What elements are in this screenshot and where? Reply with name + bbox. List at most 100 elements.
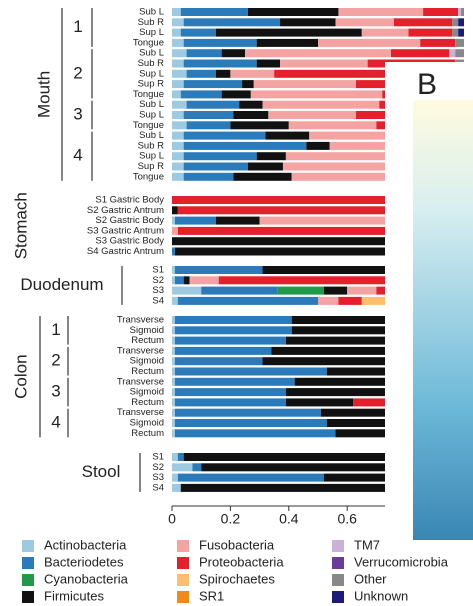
- bar-segment: [172, 196, 459, 204]
- bar-segment: [221, 49, 245, 58]
- bar-segment: [180, 8, 248, 16]
- bar-segment: [186, 121, 231, 130]
- bar-segment: [172, 49, 187, 58]
- bar-segment: [183, 111, 234, 119]
- legend-swatch: [332, 591, 344, 603]
- bar-segment: [174, 388, 286, 397]
- bar-segment: [174, 408, 321, 417]
- bar-segment: [215, 216, 260, 225]
- bar-segment: [285, 388, 453, 397]
- subgroup-label: 4: [51, 412, 60, 431]
- legend-swatch: [177, 574, 189, 586]
- bar-segment: [291, 172, 394, 181]
- bar-segment: [318, 38, 421, 47]
- bar-segment: [449, 49, 456, 58]
- bar-segment: [250, 90, 383, 99]
- legend-swatch: [332, 557, 344, 569]
- legend-swatch: [22, 557, 34, 569]
- bar-segment: [180, 90, 222, 99]
- bar-segment: [458, 8, 462, 16]
- bar-segment: [177, 226, 459, 235]
- bar-segment: [262, 266, 424, 274]
- bar-segment: [172, 206, 178, 215]
- bar-segment: [391, 49, 450, 58]
- bar-segment: [172, 463, 193, 472]
- bar-segment: [280, 59, 368, 68]
- bar-segment: [183, 18, 281, 27]
- bar-segment: [174, 326, 292, 335]
- bar-segment: [455, 49, 464, 58]
- bar-segment: [285, 336, 453, 345]
- bar-segment: [461, 8, 464, 16]
- bar-segment: [172, 357, 175, 366]
- bar-segment: [183, 152, 257, 161]
- bar-segment: [172, 226, 178, 235]
- row-label: Rectum: [131, 335, 164, 346]
- bar-segment: [172, 483, 181, 492]
- bar-segment: [233, 172, 292, 181]
- bar-segment: [174, 357, 263, 366]
- legend-label: Bacteriodetes: [44, 554, 124, 569]
- bar-segment: [172, 121, 187, 130]
- bar-segment: [262, 357, 453, 366]
- bar-segment: [174, 316, 292, 324]
- bar-segment: [288, 121, 377, 130]
- bar-segment: [253, 80, 356, 89]
- bar-segment: [423, 8, 459, 16]
- row-label: Rectum: [131, 366, 164, 377]
- row-label: S2 Gastric Body: [95, 215, 164, 226]
- bar-segment: [174, 346, 272, 355]
- legend-swatch: [177, 540, 189, 552]
- bar-segment: [172, 162, 184, 171]
- bar-segment: [183, 172, 234, 181]
- subgroup-label: 2: [73, 63, 82, 82]
- row-label: Rectum: [131, 428, 164, 439]
- x-tick-label: 0.4: [279, 511, 299, 527]
- row-label: S4: [152, 295, 164, 306]
- bar-segment: [172, 141, 184, 150]
- bar-segment: [183, 453, 453, 461]
- bar-segment: [172, 131, 184, 140]
- bar-segment: [172, 38, 184, 47]
- row-label: Sup L: [139, 110, 164, 121]
- bar-segment: [172, 90, 181, 99]
- bar-segment: [172, 367, 175, 376]
- row-label: S1 Gastric Body: [95, 195, 164, 206]
- row-label: Sigmoid: [130, 387, 164, 398]
- legend-label: Other: [354, 571, 387, 586]
- row-label: Sub L: [139, 48, 164, 59]
- legend-label: Proteobacteria: [199, 554, 284, 569]
- bar-segment: [192, 463, 202, 472]
- row-label: S1: [152, 265, 164, 276]
- row-label: Sub L: [139, 7, 164, 18]
- legend-label: Actinobacteria: [44, 537, 127, 552]
- bar-segment: [183, 162, 248, 171]
- bar-segment: [239, 100, 263, 109]
- bar-segment: [172, 408, 175, 417]
- bar-segment: [233, 111, 269, 119]
- row-label: Tongue: [133, 37, 164, 48]
- bar-segment: [291, 316, 456, 324]
- bar-segment: [172, 286, 202, 295]
- bar-segment: [172, 377, 175, 386]
- row-label: Sigmoid: [130, 418, 164, 429]
- bar-segment: [174, 276, 184, 285]
- bar-segment: [306, 141, 330, 150]
- row-label: Sub R: [138, 17, 165, 28]
- row-label: Sub L: [139, 99, 164, 110]
- row-label: Tongue: [133, 171, 164, 182]
- bar-segment: [174, 377, 295, 386]
- bar-segment: [242, 80, 254, 89]
- bar-segment: [172, 8, 181, 16]
- bar-segment: [183, 276, 190, 285]
- bar-segment: [285, 152, 389, 161]
- bar-segment: [271, 346, 453, 355]
- bar-segment: [172, 429, 175, 438]
- bar-segment: [245, 49, 391, 58]
- row-label: Rectum: [131, 397, 164, 408]
- legend-label: TM7: [354, 537, 380, 552]
- bar-segment: [183, 59, 257, 68]
- bar-segment: [172, 473, 178, 482]
- subgroup-label: 2: [51, 351, 60, 370]
